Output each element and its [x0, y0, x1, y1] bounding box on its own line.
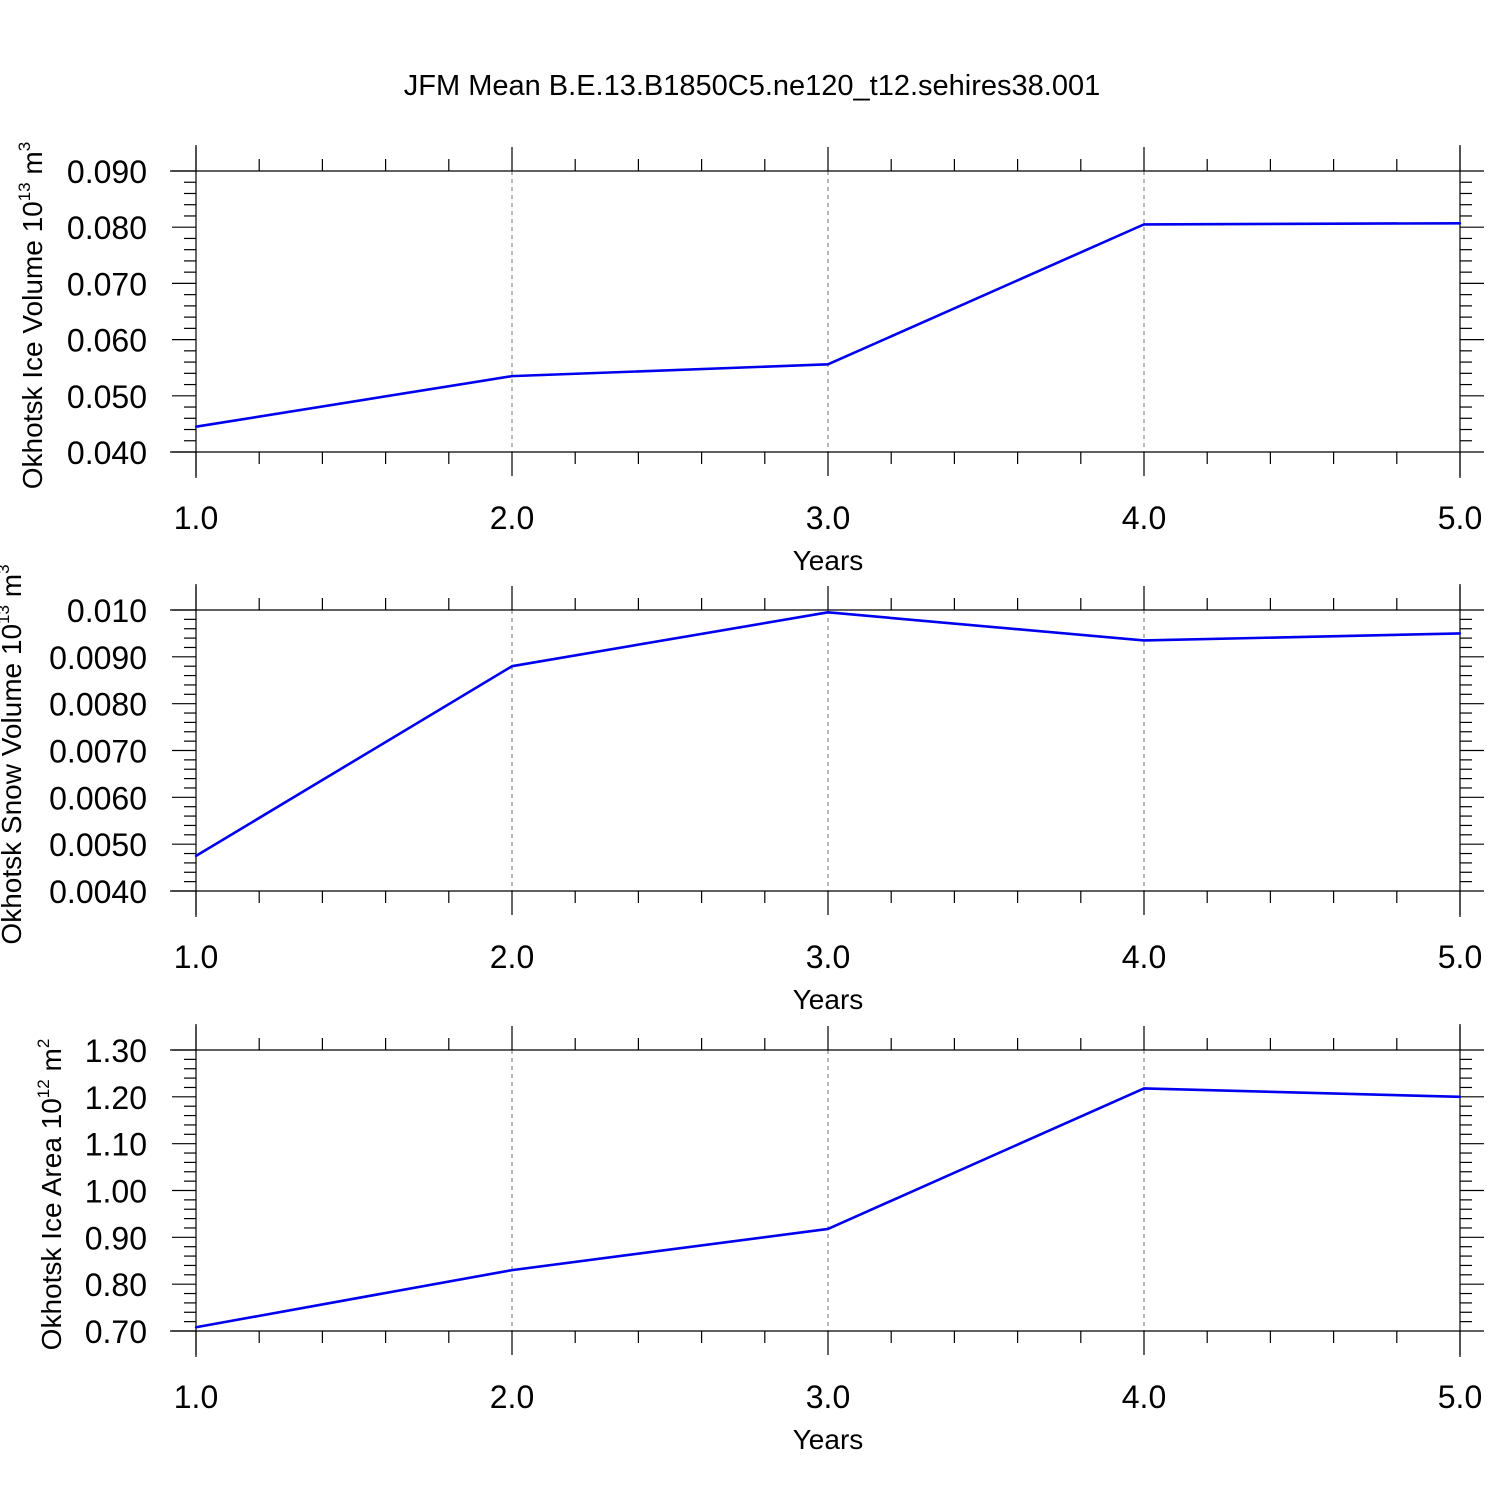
y-tick-label: 1.20 — [85, 1080, 147, 1116]
y-tick-label: 0.070 — [67, 266, 147, 302]
x-tick-label: 3.0 — [806, 939, 850, 975]
y-tick-label: 0.0050 — [49, 827, 147, 863]
x-tick-label: 4.0 — [1122, 500, 1166, 536]
data-point — [194, 1326, 198, 1329]
data-point — [194, 854, 198, 858]
data-point — [1458, 632, 1462, 635]
x-tick-label: 2.0 — [490, 1379, 534, 1415]
data-point — [510, 1268, 514, 1272]
y-axis-label: Okhotsk Ice Volume 1013 m3 — [15, 142, 48, 489]
x-tick-label: 5.0 — [1438, 500, 1482, 536]
x-tick-label: 4.0 — [1122, 939, 1166, 975]
chart-panel-3: 1.0 2.0 3.0 4.0 5.0 0.70 0.80 0.90 1.00 1.10 1.20 1… — [34, 1024, 1484, 1455]
data-point — [1458, 222, 1462, 225]
y-tick-label: 0.0060 — [49, 780, 147, 816]
y-tick-label: 0.090 — [67, 154, 147, 190]
chart-panel-2: 1.0 2.0 3.0 4.0 5.0 0.0040 0.0050 0.0060 0.0070 0… — [0, 564, 1484, 1015]
x-tick-label: 1.0 — [174, 939, 218, 975]
y-tick-label: 1.00 — [85, 1174, 147, 1210]
y-tick-label: 0.060 — [67, 323, 147, 359]
x-axis-label: Years — [793, 1424, 864, 1455]
y-axis-label: Okhotsk Ice Area 1012 m2 — [34, 1039, 67, 1351]
data-point — [510, 374, 514, 378]
y-tick-label: 0.0040 — [49, 874, 147, 910]
data-point — [510, 665, 514, 668]
data-point — [826, 1227, 830, 1231]
y-tick-label: 0.0070 — [49, 734, 147, 770]
x-tick-label: 1.0 — [174, 500, 218, 536]
data-point — [1142, 639, 1146, 642]
chart-panel-1: 1.0 2.0 3.0 4.0 5.0 0.040 0.050 0.060 0.070 0.080… — [15, 142, 1484, 576]
x-tick-label: 1.0 — [174, 1379, 218, 1415]
figure-title: JFM Mean B.E.13.B1850C5.ne120_t12.sehire… — [404, 70, 1100, 102]
y-axis-label: Okhotsk Snow Volume 1013 m3 — [0, 564, 27, 944]
y-tick-label: 0.010 — [67, 593, 147, 629]
data-point — [1142, 1087, 1146, 1090]
y-tick-label: 0.80 — [85, 1267, 147, 1303]
y-tick-label: 0.90 — [85, 1220, 147, 1256]
x-tick-label: 3.0 — [806, 1379, 850, 1415]
y-tick-label: 0.050 — [67, 379, 147, 415]
y-tick-label: 0.70 — [85, 1314, 147, 1350]
x-tick-label: 2.0 — [490, 500, 534, 536]
data-point — [1142, 223, 1146, 226]
y-tick-label: 0.040 — [67, 435, 147, 471]
y-tick-label: 0.0080 — [49, 687, 147, 723]
x-axis-label: Years — [793, 984, 864, 1015]
data-point — [826, 611, 830, 614]
x-tick-label: 3.0 — [806, 500, 850, 536]
y-tick-label: 0.0090 — [49, 640, 147, 676]
data-point — [194, 425, 198, 428]
y-tick-label: 1.30 — [85, 1033, 147, 1069]
y-tick-label: 0.080 — [67, 210, 147, 246]
x-tick-label: 4.0 — [1122, 1379, 1166, 1415]
x-tick-label: 2.0 — [490, 939, 534, 975]
x-tick-label: 5.0 — [1438, 939, 1482, 975]
x-tick-label: 5.0 — [1438, 1379, 1482, 1415]
data-point — [826, 363, 830, 366]
data-point — [1458, 1095, 1462, 1099]
x-axis-label: Years — [793, 545, 864, 576]
y-tick-label: 1.10 — [85, 1127, 147, 1163]
